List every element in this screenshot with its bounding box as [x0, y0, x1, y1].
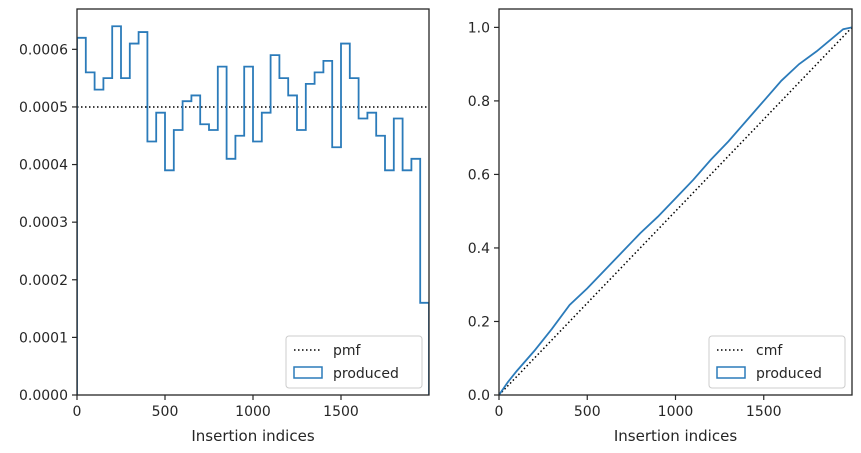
right-ytick-label: 0.4: [468, 241, 490, 257]
left-xtick-label: 1000: [235, 404, 271, 420]
left-legend-produced-swatch: [293, 366, 323, 379]
right-ytick-label: 0.8: [468, 94, 490, 110]
right-ytick-label: 0.6: [468, 167, 490, 183]
right-xtick-label: 1500: [746, 404, 782, 420]
left-ytick-label: 0.0004: [19, 158, 68, 174]
right-xtick-label: 500: [574, 404, 601, 420]
right-legend-cmf-label: cmf: [756, 343, 783, 359]
left-ytick-label: 0.0000: [19, 388, 68, 404]
right-legend-box: [708, 335, 846, 389]
right-ytick-label: 1.0: [468, 20, 490, 36]
right-legend-produced-swatch: [716, 366, 746, 379]
right-series-produced-line: [499, 26, 852, 395]
left-xaxis-label: Insertion indices: [191, 427, 314, 445]
left-ytick-label: 0.0003: [19, 215, 68, 231]
left-legend-pmf-label: pmf: [333, 343, 362, 359]
right-xaxis-label: Insertion indices: [614, 427, 737, 445]
left-ytick-label: 0.0002: [19, 273, 68, 289]
right-series-cmf-line: [499, 26, 852, 395]
left-plot: 0 500 1000 1500 0.0000 0.0001 0.0002 0.0003 0.00…: [19, 8, 430, 445]
left-xtick-label: 0: [73, 404, 82, 420]
left-series-produced-line: [77, 25, 429, 395]
left-legend: pmf produced: [285, 335, 423, 389]
left-series-group: [77, 25, 429, 395]
right-plot: 0 500 1000 1500 0.0 0.2 0.4 0.6 0.8 1.0 Insertion …: [468, 8, 853, 445]
right-series-group: [499, 26, 852, 395]
right-xtick-label: 1000: [658, 404, 694, 420]
right-ytick-label: 0.0: [468, 388, 490, 404]
left-xtick-label: 1500: [323, 404, 359, 420]
left-xtick-label: 500: [152, 404, 179, 420]
right-xtick-label: 0: [495, 404, 504, 420]
left-ytick-label: 0.0005: [19, 100, 68, 116]
left-legend-produced-label: produced: [333, 366, 399, 382]
left-ytick-label: 0.0006: [19, 42, 68, 58]
left-ytick-label: 0.0001: [19, 330, 68, 346]
right-ytick-label: 0.2: [468, 314, 490, 330]
right-legend-produced-label: produced: [756, 366, 822, 382]
left-legend-box: [285, 335, 423, 389]
right-legend: cmf produced: [708, 335, 846, 389]
